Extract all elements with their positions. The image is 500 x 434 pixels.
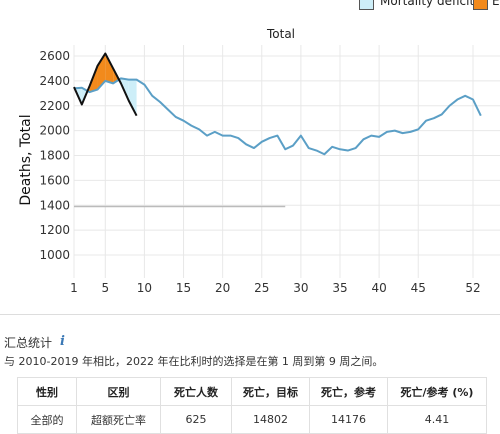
- mortality-chart: Mortality deficit E 1000 1200 1400 1600 1800…: [18, 0, 500, 295]
- col-header-deaths: 死亡人数: [160, 377, 232, 406]
- col-header-sex: 性别: [17, 377, 77, 406]
- col-header-ratio: 死亡/参考 (%): [387, 377, 487, 406]
- y-tick-label: 1600: [39, 173, 70, 187]
- legend-excess-swatch: [473, 0, 488, 10]
- deficit-area: [128, 79, 137, 116]
- current-series-line: [73, 52, 138, 117]
- cell-deaths-target: 14802: [231, 405, 310, 434]
- col-header-type: 区别: [76, 377, 161, 406]
- legend-deficit-label: Mortality deficit: [380, 0, 475, 8]
- col-header-deaths-reference: 死亡，参考: [309, 377, 388, 406]
- y-tick-label: 2200: [39, 99, 70, 113]
- y-tick-label: 1000: [39, 248, 70, 262]
- x-tick-label: 30: [293, 281, 308, 295]
- info-icon[interactable]: i: [60, 334, 65, 349]
- y-axis-label: Deaths, Total: [18, 114, 34, 205]
- summary-section: 汇总统计 i 与 2010-2019 年相比，2022 年在比利时的选择是在第 …: [0, 318, 500, 434]
- summary-table: 性别 区别 死亡人数 死亡，目标 死亡，参考 死亡/参考 (%) 全部的 超额死…: [17, 377, 487, 434]
- y-tick-label: 1200: [39, 223, 70, 237]
- section-divider: [0, 314, 500, 315]
- x-tick-label: 52: [465, 281, 480, 295]
- x-tick-label: 35: [332, 281, 347, 295]
- cell-type: 超额死亡率: [76, 405, 161, 434]
- x-tick-label: 10: [137, 281, 152, 295]
- table-row: 全部的 超额死亡率 625 14802 14176 4.41: [17, 405, 487, 434]
- col-header-deaths-target: 死亡，目标: [231, 377, 310, 406]
- x-tick-label: 25: [254, 281, 269, 295]
- baseline-series-line: [73, 77, 482, 156]
- x-tick-label: 45: [411, 281, 426, 295]
- y-tick-label: 2600: [39, 49, 70, 63]
- chart-title: Total: [266, 27, 295, 41]
- y-tick-label: 1800: [39, 149, 70, 163]
- legend-excess-label: E: [492, 0, 500, 8]
- summary-title: 汇总统计: [4, 336, 53, 350]
- y-tick-label: 2400: [39, 74, 70, 88]
- cell-deaths: 625: [160, 405, 232, 434]
- cell-ratio: 4.41: [387, 405, 487, 434]
- table-header-row: 性别 区别 死亡人数 死亡，目标 死亡，参考 死亡/参考 (%): [17, 377, 487, 406]
- x-tick-label: 40: [371, 281, 386, 295]
- excess-area: [97, 53, 106, 90]
- x-tick-label: 5: [101, 281, 109, 295]
- cell-sex: 全部的: [17, 405, 77, 434]
- excess-area: [105, 53, 114, 84]
- y-tick-label: 2000: [39, 124, 70, 138]
- summary-description: 与 2010-2019 年相比，2022 年在比利时的选择是在第 1 周到第 9…: [4, 355, 384, 368]
- cell-deaths-reference: 14176: [309, 405, 388, 434]
- x-tick-label: 1: [70, 281, 78, 295]
- x-tick-label: 20: [215, 281, 230, 295]
- legend-deficit-swatch: [359, 0, 374, 10]
- x-tick-label: 15: [176, 281, 191, 295]
- y-tick-label: 1400: [39, 198, 70, 212]
